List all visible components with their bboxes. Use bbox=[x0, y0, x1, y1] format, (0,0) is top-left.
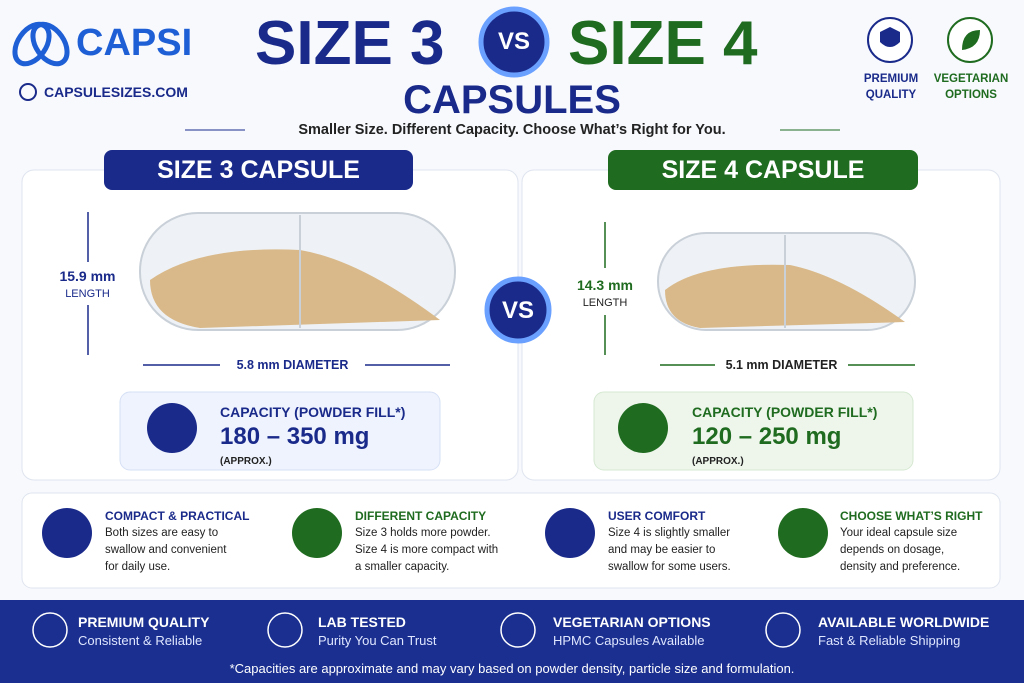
footer-title: PREMIUM QUALITY bbox=[78, 614, 210, 630]
dimension-lines bbox=[604, 222, 915, 366]
feature-title: CHOOSE WHAT’S RIGHT bbox=[840, 509, 983, 523]
approx: (APPROX.) bbox=[692, 456, 744, 467]
dimension-lines bbox=[87, 212, 450, 366]
footer-title: VEGETARIAN OPTIONS bbox=[553, 614, 711, 630]
capacity-box bbox=[119, 391, 441, 471]
globe-icon bbox=[19, 83, 37, 101]
length: 15.9 mm bbox=[59, 268, 116, 284]
vs-badge bbox=[478, 6, 550, 78]
vs-middle-badge bbox=[484, 276, 552, 344]
brand-url: CAPSULESIZES.COM bbox=[44, 84, 188, 100]
panel-heading: SIZE 4 CAPSULE bbox=[608, 150, 918, 190]
footer-icons bbox=[32, 612, 801, 648]
diameter: 5.8 mm DIAMETER bbox=[236, 358, 349, 372]
feature-title: USER COMFORT bbox=[608, 509, 706, 523]
logo-icon bbox=[12, 21, 70, 67]
title-vs: VS bbox=[497, 28, 530, 55]
scale-icon bbox=[618, 403, 668, 453]
panel-heading: SIZE 3 CAPSULE bbox=[104, 150, 413, 190]
feature-icon bbox=[545, 508, 595, 558]
footer-text: Consistent & Reliable bbox=[78, 633, 203, 648]
vs-middle: VS bbox=[501, 297, 534, 324]
footer-title: AVAILABLE WORLDWIDE bbox=[818, 614, 990, 630]
badge-label: VEGETARIAN OPTIONS bbox=[933, 73, 1009, 101]
capacity-label: CAPACITY (POWDER FILL*) bbox=[220, 404, 406, 420]
diameter: 5.1 mm DIAMETER bbox=[725, 358, 838, 372]
feature-icon bbox=[292, 508, 342, 558]
feature-text: Your ideal capsule size depends on dosag… bbox=[840, 527, 961, 573]
scale-icon bbox=[147, 403, 197, 453]
title-right: SIZE 4 bbox=[568, 9, 758, 78]
length-label: LENGTH bbox=[582, 297, 628, 309]
feature-title: DIFFERENT CAPACITY bbox=[355, 509, 487, 523]
footnote: *Capacities are approximate and may vary… bbox=[229, 661, 795, 676]
capsule-size4 bbox=[657, 232, 916, 331]
capacity-box bbox=[593, 391, 914, 471]
title: CAPSULES bbox=[403, 78, 621, 122]
badge-label: PREMIUM QUALITY bbox=[863, 73, 919, 101]
leaf bbox=[962, 30, 980, 50]
shield bbox=[880, 27, 900, 47]
feature-icon bbox=[778, 508, 828, 558]
brand-name: CAPSI bbox=[76, 22, 193, 64]
subtitle: Smaller Size. Different Capacity. Choose… bbox=[298, 122, 726, 138]
feature-text: Size 4 is slightly smaller and may be ea… bbox=[608, 527, 731, 573]
feature-row bbox=[21, 492, 1001, 589]
length: 14.3 mm bbox=[576, 277, 634, 293]
footer-title: LAB TESTED bbox=[318, 614, 406, 630]
footer-text: Fast & Reliable Shipping bbox=[818, 633, 961, 648]
footer-text: Purity You Can Trust bbox=[318, 633, 437, 648]
feature-text: Both sizes are easy to swallow and conve… bbox=[105, 527, 227, 573]
approx: (APPROX.) bbox=[220, 456, 272, 467]
length-label: LENGTH bbox=[65, 288, 110, 300]
capacity-label: CAPACITY (POWDER FILL*) bbox=[692, 404, 878, 420]
capacity: 120 – 250 mg bbox=[692, 423, 842, 450]
footer-text: HPMC Capsules Available bbox=[553, 633, 705, 648]
title-left: SIZE 3 bbox=[255, 9, 445, 78]
feature-icon bbox=[42, 508, 92, 558]
feature-title: COMPACT & PRACTICAL bbox=[105, 509, 250, 523]
capacity: 180 – 350 mg bbox=[220, 423, 370, 450]
capsule-size3 bbox=[139, 212, 456, 331]
feature-text: Size 3 holds more powder. Size 4 is more… bbox=[355, 527, 499, 573]
